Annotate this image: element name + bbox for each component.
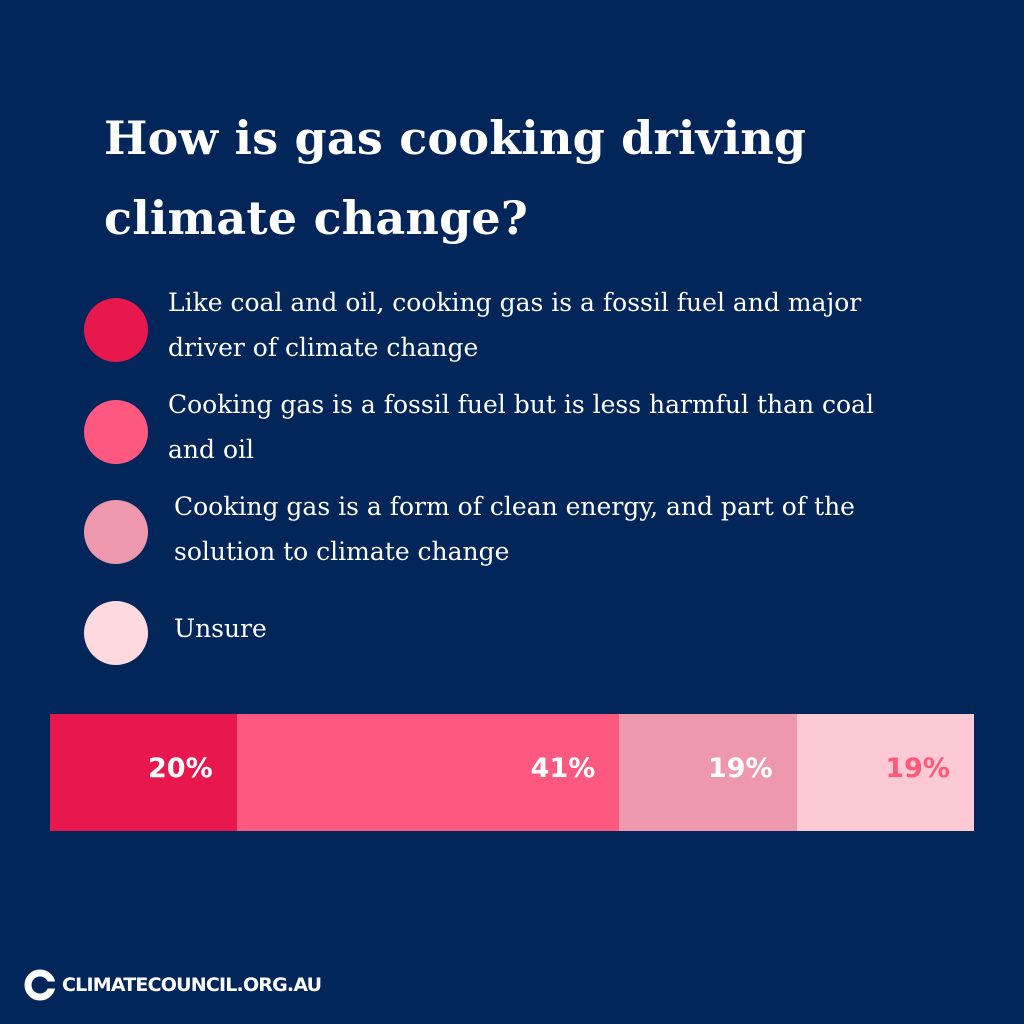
legend-swatch: [84, 500, 148, 564]
bar-value-label-1: 20%: [148, 753, 213, 784]
legend-swatch: [84, 601, 148, 665]
footer: CLIMATECOUNCIL.ORG.AU: [24, 968, 322, 1002]
bar-segment-2: [236, 714, 620, 831]
legend-item-fossil-fuel-less-harmful: Cooking gas is a fossil fuel but is less…: [84, 390, 944, 488]
legend-swatch: [84, 400, 148, 464]
bar-value-label-3: 19%: [708, 753, 773, 784]
footer-url: CLIMATECOUNCIL.ORG.AU: [62, 974, 322, 996]
bar-segment-3: [619, 714, 798, 831]
chart-title: How is gas cooking driving climate chang…: [104, 111, 807, 245]
climate-council-logo-icon: [24, 969, 56, 1001]
stacked-bar-chart: 20% 41% 19% 19%: [50, 714, 975, 831]
legend-label: Cooking gas is a fossil fuel but is less…: [168, 390, 875, 464]
bar-value-label-4: 19%: [885, 753, 950, 784]
bar-segment-1: [50, 714, 238, 831]
legend-label: Unsure: [174, 614, 267, 643]
legend-item-fossil-fuel-major-driver: Like coal and oil, cooking gas is a foss…: [84, 288, 944, 386]
legend-item-clean-energy: Cooking gas is a form of clean energy, a…: [84, 492, 944, 590]
bar-segment-4: [796, 714, 975, 831]
legend-label: Like coal and oil, cooking gas is a foss…: [168, 288, 862, 362]
legend-swatch: [84, 298, 148, 362]
legend-item-unsure: Unsure: [84, 601, 944, 691]
bar-value-label-2: 41%: [530, 753, 596, 784]
legend-label: Cooking gas is a form of clean energy, a…: [174, 492, 855, 566]
